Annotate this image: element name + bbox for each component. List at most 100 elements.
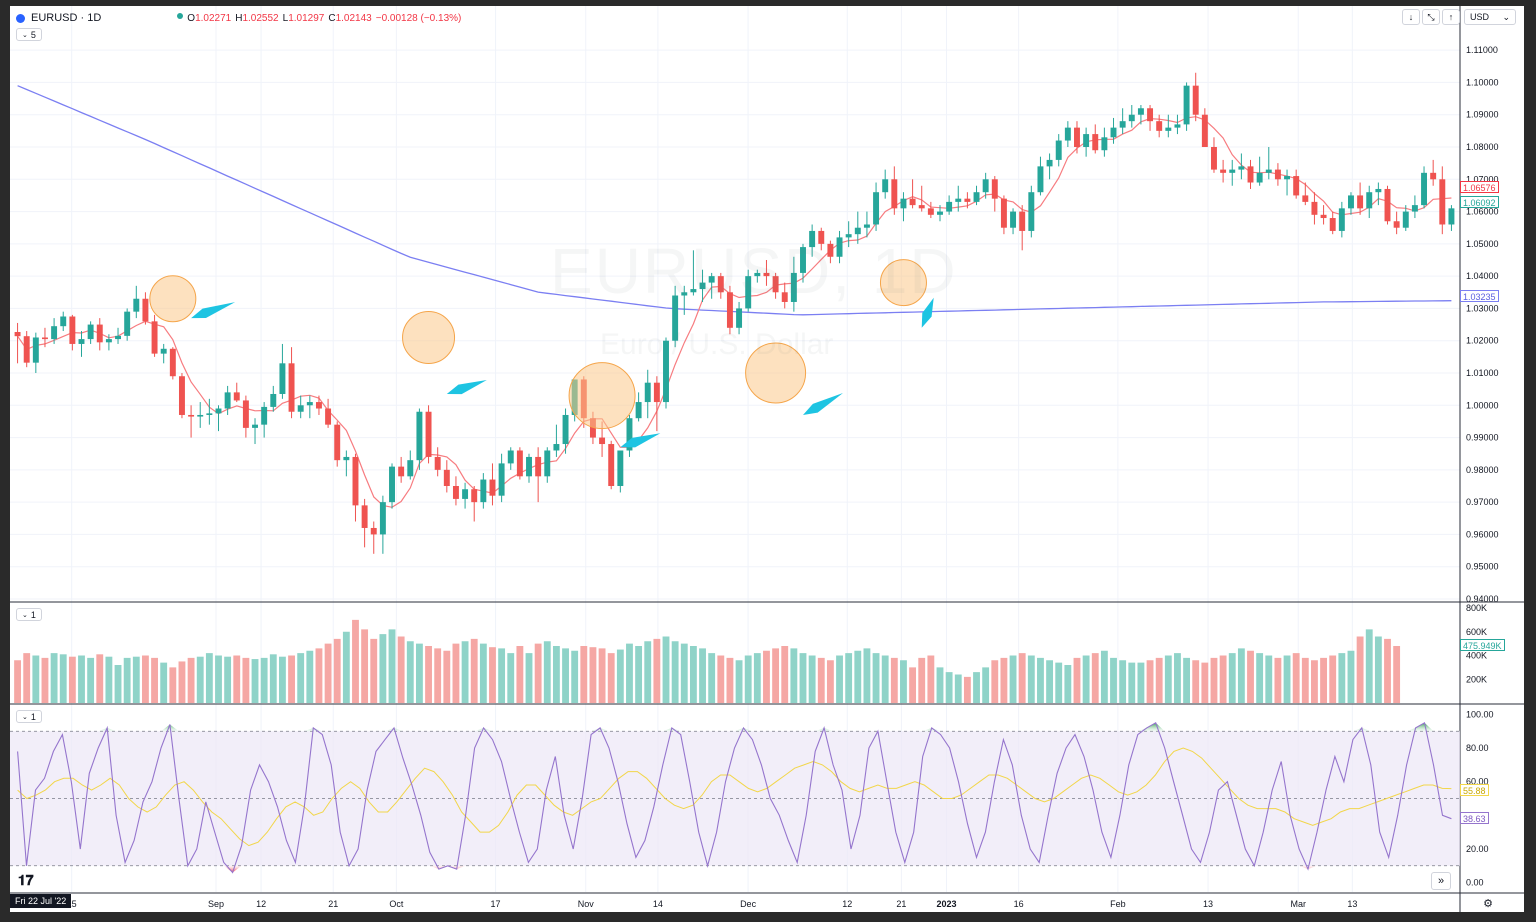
volume-bar (41, 657, 49, 703)
scroll-to-realtime-button[interactable]: » (1431, 872, 1451, 890)
volume-bar (1064, 665, 1072, 703)
arrow-up-button[interactable]: ↑ (1442, 9, 1460, 25)
volume-bar (470, 638, 478, 703)
candle-body (800, 247, 806, 273)
currency-select[interactable]: USD ⌄ (1464, 9, 1516, 25)
symbol-logo-icon (16, 13, 25, 23)
volume-bar (900, 660, 907, 703)
volume-bar (790, 648, 798, 703)
candle-body (306, 402, 313, 406)
volume-bar (288, 655, 295, 703)
volume-bar (1247, 650, 1254, 703)
volume-indicator-toggle[interactable]: ⌄ 1 (16, 608, 42, 621)
volume-bar (772, 648, 780, 703)
scroll-down-button[interactable]: ↓ (1402, 9, 1420, 25)
volume-bar (105, 656, 113, 703)
volume-tick-label: 200K (1466, 674, 1487, 684)
volume-bar (406, 641, 414, 703)
volume-bar (397, 636, 405, 703)
collapse-button[interactable]: ⤡ (1422, 9, 1440, 25)
chart-settings-button[interactable]: ⚙ (1480, 896, 1496, 910)
candle-body (105, 339, 112, 343)
volume-bar (461, 641, 469, 703)
candle-body (1064, 127, 1071, 141)
volume-bar (973, 672, 980, 703)
volume-bar (854, 650, 862, 703)
candle-body (526, 456, 532, 477)
candle-body (315, 402, 322, 409)
volume-bar (1374, 636, 1382, 703)
candle-body (1402, 211, 1409, 228)
candle-body (1019, 211, 1026, 231)
candle-body (1128, 114, 1135, 122)
volume-bar (598, 648, 606, 703)
ma-length-label: 5 (30, 29, 36, 40)
stoch-indicator-toggle[interactable]: ⌄ 1 (16, 710, 42, 723)
time-tick-label: Feb (1110, 899, 1126, 909)
volume-bar (954, 674, 962, 703)
volume-bar (863, 648, 871, 703)
volume-bar (525, 653, 533, 703)
symbol-title[interactable]: EURUSD · 1D (31, 12, 102, 24)
candle-body (644, 382, 651, 403)
candle-body (873, 192, 880, 225)
volume-bar (251, 659, 259, 703)
watermark-name: Euro / U.S. Dollar (600, 328, 834, 361)
volume-bar (123, 657, 131, 703)
candle-body (1448, 208, 1455, 225)
stoch-tick-label: 20.00 (1466, 844, 1489, 854)
volume-bar (1091, 653, 1099, 703)
candle-body (1320, 214, 1327, 219)
stoch-k-last-label: 38.63 (1460, 812, 1489, 824)
volume-bar (1320, 657, 1327, 703)
volume-bar (680, 643, 688, 703)
volume-bar (753, 653, 761, 703)
volume-bar (1183, 657, 1191, 703)
candle-body (1293, 176, 1300, 196)
highlight-circle (879, 259, 927, 307)
volume-bar (1009, 655, 1017, 703)
candle-body (1192, 85, 1199, 115)
volume-bar (543, 641, 551, 703)
candle-body (1201, 114, 1208, 147)
candle-body (1037, 166, 1044, 193)
volume-bar (744, 655, 752, 703)
candle-body (1421, 172, 1428, 206)
overbought-fill (17, 722, 1452, 732)
candle-body (1430, 172, 1437, 180)
price-tick-label: 0.97000 (1466, 497, 1499, 507)
candle-body (617, 450, 624, 486)
volume-bar (918, 657, 926, 703)
ohlc-open: O1.02271 (187, 12, 232, 24)
pointer-arrow (620, 433, 661, 448)
candle-body (1101, 137, 1108, 151)
candle-body (717, 276, 724, 293)
candle-body (1265, 169, 1272, 173)
volume-bar (233, 655, 241, 703)
volume-bar (452, 643, 460, 703)
volume-bar (1110, 657, 1117, 703)
volume-bar (151, 657, 158, 703)
time-tick-label: Nov (578, 899, 595, 909)
candle-body (708, 276, 715, 283)
market-status-icon (177, 12, 184, 19)
volume-bar (1119, 660, 1127, 703)
volume-bar (1393, 646, 1401, 703)
currency-label: USD (1470, 12, 1490, 22)
volume-bar (78, 655, 85, 703)
candle-body (726, 292, 733, 328)
volume-bar (1027, 655, 1035, 703)
volume-bar (59, 654, 67, 703)
volume-bar (726, 657, 734, 703)
crosshair-date-label: Fri 22 Jul '22 (10, 894, 72, 908)
candle-body (480, 479, 487, 503)
ma-indicator-toggle[interactable]: ⌄ 5 (16, 28, 42, 41)
volume-bar (361, 629, 369, 703)
candle-body (87, 324, 94, 340)
volume-bar (132, 656, 140, 703)
time-tick-label: 12 (842, 899, 852, 909)
pointer-arrow (802, 392, 843, 415)
candle-body (882, 179, 889, 193)
candle-body (1366, 192, 1373, 209)
volume-bar (1228, 653, 1236, 703)
